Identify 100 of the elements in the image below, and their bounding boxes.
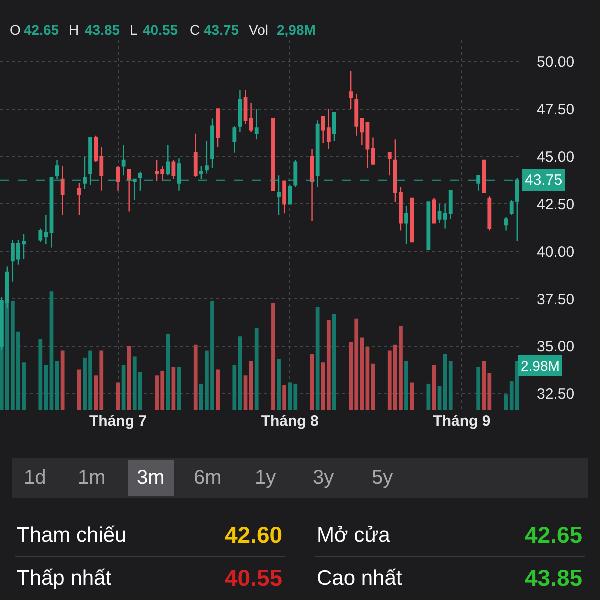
text: 42.60 <box>225 522 283 548</box>
text: 5y <box>372 467 394 489</box>
bar <box>277 359 281 410</box>
bar <box>476 367 481 410</box>
candlestick <box>116 166 120 192</box>
text: 2,98M <box>277 22 316 38</box>
candlestick <box>83 156 87 190</box>
candlestick <box>204 140 209 174</box>
bar <box>127 346 132 410</box>
bar <box>244 376 248 410</box>
text: 1m <box>78 467 106 489</box>
candlestick <box>127 169 132 212</box>
text: 1d <box>24 467 46 489</box>
candlestick <box>166 144 170 176</box>
bar <box>232 365 237 410</box>
bar <box>410 382 414 410</box>
candlestick <box>332 112 336 142</box>
text: 40.55 <box>143 22 178 38</box>
candlestick <box>216 108 220 148</box>
text: 43.75 <box>204 22 240 38</box>
bar <box>50 292 54 410</box>
candlestick <box>310 148 314 222</box>
candlestick <box>232 126 237 154</box>
text: 40.55 <box>225 565 283 591</box>
candlestick <box>482 160 486 194</box>
x-tick-label: Tháng 7 <box>90 413 148 430</box>
candlestick <box>194 133 198 178</box>
candlestick <box>404 205 408 245</box>
y-tick-label: 45.00 <box>537 148 575 166</box>
bar <box>504 394 508 410</box>
annotation: 2.98M <box>521 358 560 374</box>
candlestick <box>122 144 126 176</box>
text: 6m <box>194 467 222 489</box>
candlestick <box>60 166 65 216</box>
text: 42.65 <box>525 522 583 548</box>
candlestick <box>432 198 436 224</box>
bar <box>38 338 43 410</box>
bar <box>55 361 60 410</box>
text: Cao nhất <box>317 567 402 590</box>
text: O <box>10 22 21 38</box>
bar <box>316 306 320 410</box>
y-tick-label: 35.00 <box>537 338 575 356</box>
candlestick <box>249 102 254 133</box>
candlestick <box>138 171 142 192</box>
text: Vol <box>249 22 268 38</box>
bar <box>177 367 182 410</box>
bar <box>78 370 82 410</box>
candlestick <box>172 160 176 180</box>
candlestick <box>238 90 242 133</box>
candlestick <box>426 202 431 250</box>
bar <box>282 385 286 410</box>
candlestick <box>78 182 82 216</box>
y-tick-label: 32.50 <box>537 386 575 404</box>
bar <box>426 384 431 410</box>
text: 1y <box>255 467 276 489</box>
candlestick <box>488 196 492 232</box>
candlestick <box>282 180 287 214</box>
candlestick <box>438 204 442 224</box>
text: 42.65 <box>24 22 60 38</box>
text: H <box>69 22 80 38</box>
bar <box>332 314 336 410</box>
bar <box>194 344 198 410</box>
y-tick-label: 37.50 <box>537 291 575 308</box>
bar <box>238 336 242 410</box>
y-tick-label: 47.50 <box>537 102 575 119</box>
text: 3m <box>137 467 165 489</box>
candlestick <box>410 198 414 243</box>
candlestick <box>349 70 354 110</box>
y-tick-label: 40.00 <box>537 244 575 261</box>
text: 43.85 <box>525 565 583 591</box>
text: Thấp nhất <box>17 567 112 590</box>
candlestick <box>316 120 320 188</box>
candlestick <box>210 118 214 169</box>
bar <box>216 370 220 410</box>
candlestick <box>244 90 248 126</box>
candlestick <box>371 137 376 165</box>
y-tick-label: 50.00 <box>537 54 575 72</box>
candlestick <box>504 216 508 232</box>
bar <box>254 328 259 410</box>
bar <box>310 354 314 410</box>
candlestick <box>366 122 370 169</box>
bar <box>172 367 176 410</box>
bar <box>371 364 376 410</box>
candlestick <box>388 152 392 176</box>
candlestick <box>254 108 259 140</box>
candlestick <box>272 118 276 192</box>
text: Mở cửa <box>317 524 391 547</box>
bar <box>249 361 254 410</box>
bar <box>44 365 48 410</box>
text: L <box>130 22 138 38</box>
y-tick-label: 42.50 <box>537 196 575 214</box>
bar <box>432 365 436 410</box>
candlestick <box>288 184 292 205</box>
bar <box>404 361 408 410</box>
bar <box>366 347 370 410</box>
bar <box>60 350 65 410</box>
text: 3y <box>313 467 334 489</box>
text: Tham chiếu <box>17 524 127 547</box>
bar <box>122 365 126 410</box>
text: 43.85 <box>85 22 120 38</box>
